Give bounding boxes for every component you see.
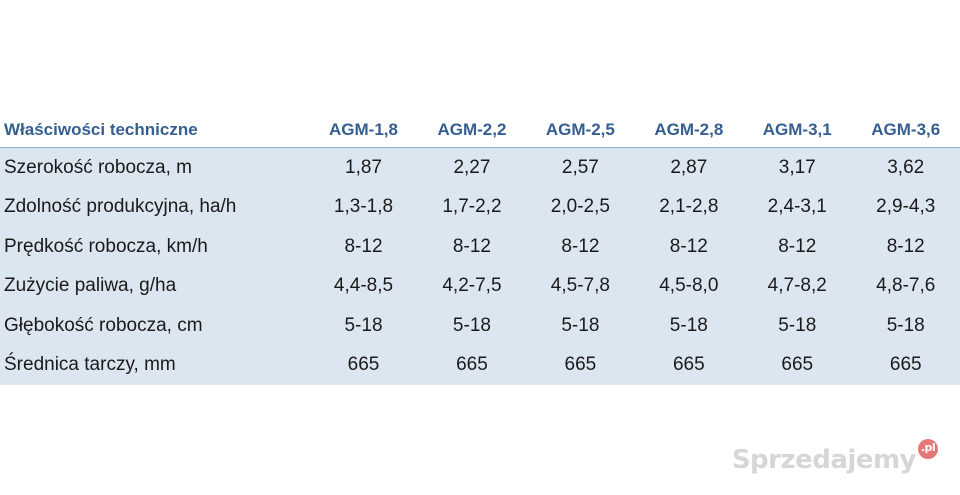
table-row: Głębokość robocza, cm 5-18 5-18 5-18 5-1…: [0, 306, 960, 346]
table-cell: 4,5-8,0: [634, 266, 744, 306]
header-model: AGM-1,8: [309, 112, 418, 148]
watermark-logo: Sprzedajemy .pl: [731, 439, 938, 475]
table-cell: 665: [851, 345, 960, 385]
row-label: Zdolność produkcyjna, ha/h: [0, 187, 310, 227]
table-cell: 5-18: [417, 306, 527, 346]
table-cell: 4,5-7,8: [526, 266, 635, 306]
table-cell: 665: [309, 345, 418, 385]
table-cell: 1,87: [309, 147, 418, 188]
table-row: Średnica tarczy, mm 665 665 665 665 665 …: [0, 345, 960, 385]
table-cell: 2,9-4,3: [851, 187, 960, 227]
table-cell: 8-12: [309, 227, 418, 267]
table-row: Zużycie paliwa, g/ha 4,4-8,5 4,2-7,5 4,5…: [0, 266, 960, 306]
table-cell: 665: [526, 345, 635, 385]
header-model: AGM-3,6: [851, 112, 960, 148]
table-cell: 8-12: [417, 227, 527, 267]
table-cell: 5-18: [309, 306, 418, 346]
table-cell: 4,7-8,2: [743, 266, 852, 306]
row-label: Głębokość robocza, cm: [0, 306, 310, 346]
table-cell: 4,2-7,5: [417, 266, 527, 306]
watermark-tld-badge: .pl: [918, 439, 938, 459]
watermark-text: Sprzedajemy: [731, 445, 917, 475]
table-cell: 2,87: [634, 147, 744, 188]
table-cell: 8-12: [634, 227, 744, 267]
row-label: Prędkość robocza, km/h: [0, 227, 310, 267]
table-cell: 1,7-2,2: [417, 187, 527, 227]
table-cell: 5-18: [743, 306, 852, 346]
row-label: Średnica tarczy, mm: [0, 345, 310, 385]
table-cell: 3,62: [851, 147, 960, 188]
table-cell: 665: [417, 345, 527, 385]
table-cell: 3,17: [743, 147, 852, 188]
table-cell: 2,57: [526, 147, 635, 188]
table-cell: 2,27: [417, 147, 527, 188]
table-cell: 2,4-3,1: [743, 187, 852, 227]
table-header-row: Właściwości techniczne AGM-1,8 AGM-2,2 A…: [0, 112, 960, 148]
table-cell: 8-12: [743, 227, 852, 267]
table-cell: 665: [743, 345, 852, 385]
table-cell: 2,0-2,5: [526, 187, 635, 227]
table-row: Zdolność produkcyjna, ha/h 1,3-1,8 1,7-2…: [0, 187, 960, 227]
table-row: Prędkość robocza, km/h 8-12 8-12 8-12 8-…: [0, 227, 960, 267]
table-cell: 5-18: [851, 306, 960, 346]
header-model: AGM-3,1: [743, 112, 852, 148]
table-cell: 1,3-1,8: [309, 187, 418, 227]
table-row: Szerokość robocza, m 1,87 2,27 2,57 2,87…: [0, 147, 960, 188]
table-cell: 4,8-7,6: [851, 266, 960, 306]
table-cell: 8-12: [526, 227, 635, 267]
header-model: AGM-2,2: [417, 112, 527, 148]
table-cell: 4,4-8,5: [309, 266, 418, 306]
row-label: Zużycie paliwa, g/ha: [0, 266, 310, 306]
spec-table: Właściwości techniczne AGM-1,8 AGM-2,2 A…: [0, 112, 960, 385]
table-cell: 2,1-2,8: [634, 187, 744, 227]
header-model: AGM-2,5: [526, 112, 635, 148]
table-cell: 5-18: [526, 306, 635, 346]
header-model: AGM-2,8: [634, 112, 744, 148]
row-label: Szerokość robocza, m: [0, 147, 310, 188]
table-cell: 665: [634, 345, 744, 385]
header-label: Właściwości techniczne: [0, 112, 310, 148]
table-cell: 8-12: [851, 227, 960, 267]
table-cell: 5-18: [634, 306, 744, 346]
